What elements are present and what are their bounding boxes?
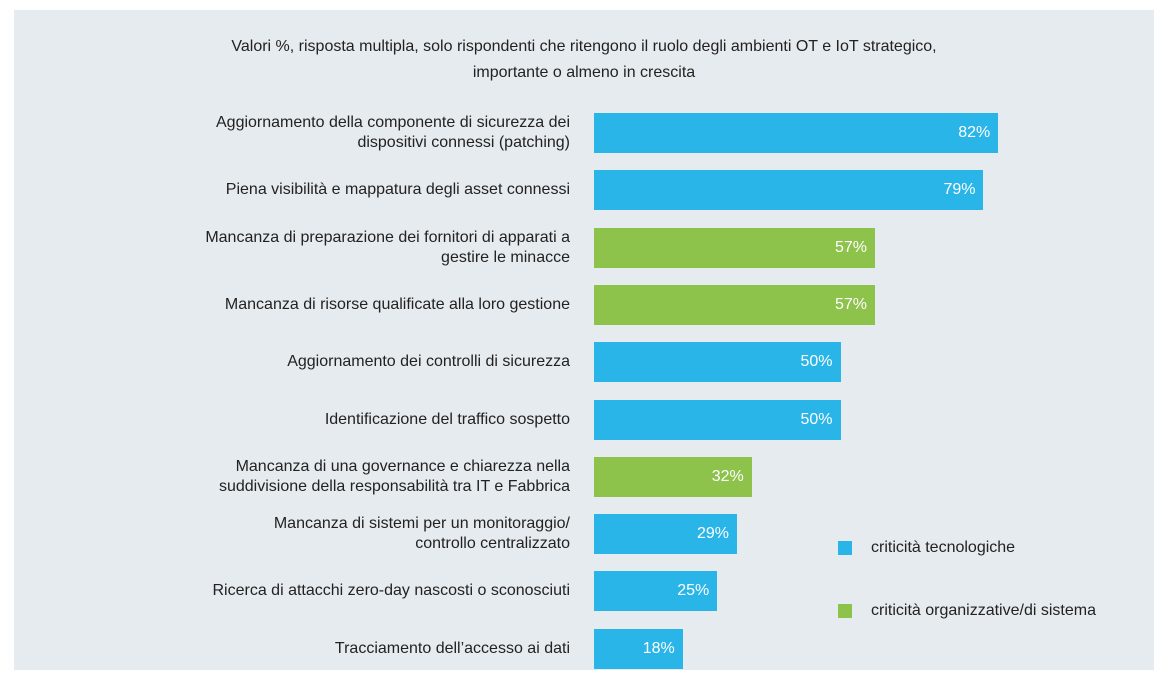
value-label: 29% (696, 525, 729, 543)
value-label: 18% (642, 639, 675, 657)
bar (594, 342, 841, 383)
bar (594, 514, 737, 555)
chart-title: Valori %, risposta multipla, solo rispon… (231, 38, 937, 81)
bar (594, 170, 984, 211)
value-label: 79% (943, 181, 976, 199)
bar (594, 399, 841, 440)
bar (594, 571, 718, 612)
bar (594, 628, 683, 669)
bar (594, 456, 752, 497)
value-label: 82% (958, 124, 991, 141)
category-label: Mancanza di una governance e chiarezza n… (218, 457, 570, 495)
value-label: 57% (834, 295, 867, 313)
legend-label: criticità tecnologiche (871, 539, 1016, 556)
category-label: Identificazione del traffico sospetto (324, 410, 570, 428)
bar (594, 284, 875, 325)
value-label: 32% (711, 467, 744, 485)
panel (14, 10, 1154, 670)
value-label: 57% (834, 238, 867, 256)
category-label: Tracciamento dell’accesso ai dati (334, 639, 570, 657)
legend-swatch (838, 604, 852, 618)
bar (594, 227, 875, 268)
category-label: Aggiornamento dei controlli di sicurezza (287, 353, 570, 371)
category-label: Mancanza di preparazione dei fornitori d… (205, 228, 570, 266)
category-label: Mancanza di risorse qualificate alla lor… (224, 295, 570, 313)
value-label: 50% (800, 353, 833, 371)
category-label: Aggiornamento della componente di sicure… (216, 114, 570, 151)
category-label: Ricerca di attacchi zero-day nascosti o … (212, 582, 571, 600)
value-label: 25% (677, 582, 710, 600)
category-label: Mancanza di sistemi per un monitoraggio/… (273, 515, 570, 553)
value-label: 50% (800, 410, 833, 428)
category-label: Piena visibilità e mappatura degli asset… (225, 181, 570, 199)
bar (594, 113, 999, 153)
legend-swatch (838, 541, 852, 555)
legend-label: criticità organizzative/di sistema (871, 602, 1096, 619)
